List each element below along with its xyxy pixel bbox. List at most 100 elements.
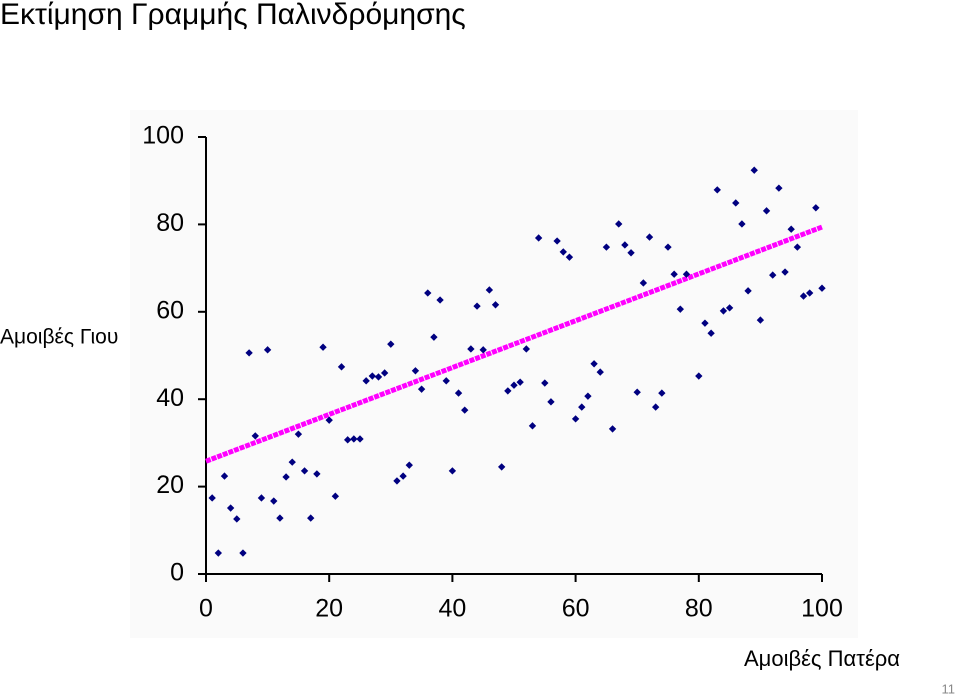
scatter-point (226, 504, 235, 512)
scatter-point (325, 416, 333, 424)
scatter-point (405, 461, 413, 469)
x-tick-label: 80 (685, 595, 713, 623)
y-tick-label: 80 (156, 209, 184, 237)
scatter-point (473, 302, 481, 310)
scatter-point (590, 360, 598, 368)
x-tick-label: 20 (315, 595, 343, 623)
scatter-point (263, 346, 272, 354)
scatter-point (799, 292, 808, 300)
scatter-point (750, 166, 758, 174)
scatter-point (639, 279, 648, 287)
scatter-point (528, 422, 537, 430)
scatter-point (787, 225, 795, 233)
scatter-point (491, 301, 500, 309)
x-axis-label: Αμοιβές Πατέρα (744, 646, 900, 671)
scatter-point (208, 494, 216, 502)
scatter-point (411, 367, 420, 375)
scatter-point (424, 289, 432, 297)
scatter-point (313, 470, 321, 478)
scatter-point (485, 286, 494, 294)
x-tick-label: 100 (801, 595, 843, 623)
scatter-point (276, 514, 284, 522)
scatter-point (713, 186, 721, 194)
scatter-point (282, 473, 290, 481)
x-tick-label: 0 (199, 595, 213, 623)
scatter-point (522, 345, 530, 353)
scatter-point (337, 363, 346, 371)
scatter-point (245, 349, 253, 357)
slide-title: Εκτίμηση Γραμμής Παλινδρόμησης (0, 0, 466, 31)
scatter-point (498, 463, 506, 471)
y-tick-label: 0 (170, 559, 184, 587)
scatter-point (368, 372, 376, 380)
scatter-point (559, 248, 567, 256)
y-tick-label: 40 (156, 384, 184, 412)
scatter-point (725, 304, 734, 312)
scatter-point (307, 514, 315, 522)
scatter-point (645, 233, 654, 241)
scatter-point (719, 307, 728, 315)
scatter-point (448, 467, 457, 475)
scatter-point (781, 268, 789, 276)
scatter-point (387, 340, 395, 348)
scatter-point (362, 377, 370, 385)
chart-background (130, 110, 858, 638)
scatter-point (430, 333, 438, 341)
scatter-point (633, 388, 641, 396)
scatter-point (584, 392, 592, 400)
scatter-point (670, 270, 678, 278)
scatter-point (319, 343, 327, 351)
scatter-point (220, 472, 229, 480)
scatter-point (288, 458, 296, 466)
x-tick-label: 40 (438, 595, 466, 623)
scatter-point (818, 284, 826, 292)
scatter-point (504, 387, 512, 395)
scatter-point (602, 243, 611, 251)
scatter-point (608, 425, 617, 433)
scatter-point (417, 385, 426, 393)
scatter-point (374, 373, 383, 381)
scatter-point (251, 432, 259, 440)
scatter-point (658, 389, 666, 397)
scatter-point (300, 467, 309, 475)
scatter-point (516, 378, 524, 386)
page-number: 11 (942, 681, 956, 696)
scatter-point (812, 204, 820, 212)
scatter-point (467, 345, 475, 353)
scatter-point (399, 472, 407, 480)
scatter-point (344, 436, 352, 444)
scatter-point (695, 372, 703, 380)
scatter-point (393, 477, 401, 485)
scatter-point (380, 369, 389, 377)
scatter-point (270, 497, 278, 505)
scatter-point (541, 379, 549, 387)
scatter-point (578, 403, 586, 411)
y-axis-label: Αμοιβές Γιου (0, 326, 118, 349)
scatter-point (442, 377, 450, 385)
scatter-point (596, 368, 604, 376)
scatter-point (732, 199, 740, 207)
scatter-point (257, 494, 266, 502)
scatter-point (350, 435, 358, 443)
y-tick-label: 60 (156, 296, 184, 324)
scatter-point (479, 346, 487, 354)
scatter-point (701, 319, 709, 327)
scatter-point (571, 415, 580, 423)
scatter-point (356, 435, 364, 443)
scatter-point (454, 389, 463, 397)
scatter-point (294, 430, 303, 438)
scatter-point (744, 287, 752, 295)
scatter-point (707, 329, 715, 337)
scatter-point (676, 305, 684, 313)
y-tick-label: 20 (156, 471, 184, 499)
scatter-point (806, 289, 814, 297)
scatter-point (461, 406, 469, 414)
y-tick-label: 100 (142, 122, 184, 150)
scatter-point (534, 234, 543, 242)
scatter-point (682, 270, 691, 278)
scatter-point (436, 296, 444, 304)
regression-line (205, 224, 823, 464)
scatter-point (756, 316, 765, 324)
